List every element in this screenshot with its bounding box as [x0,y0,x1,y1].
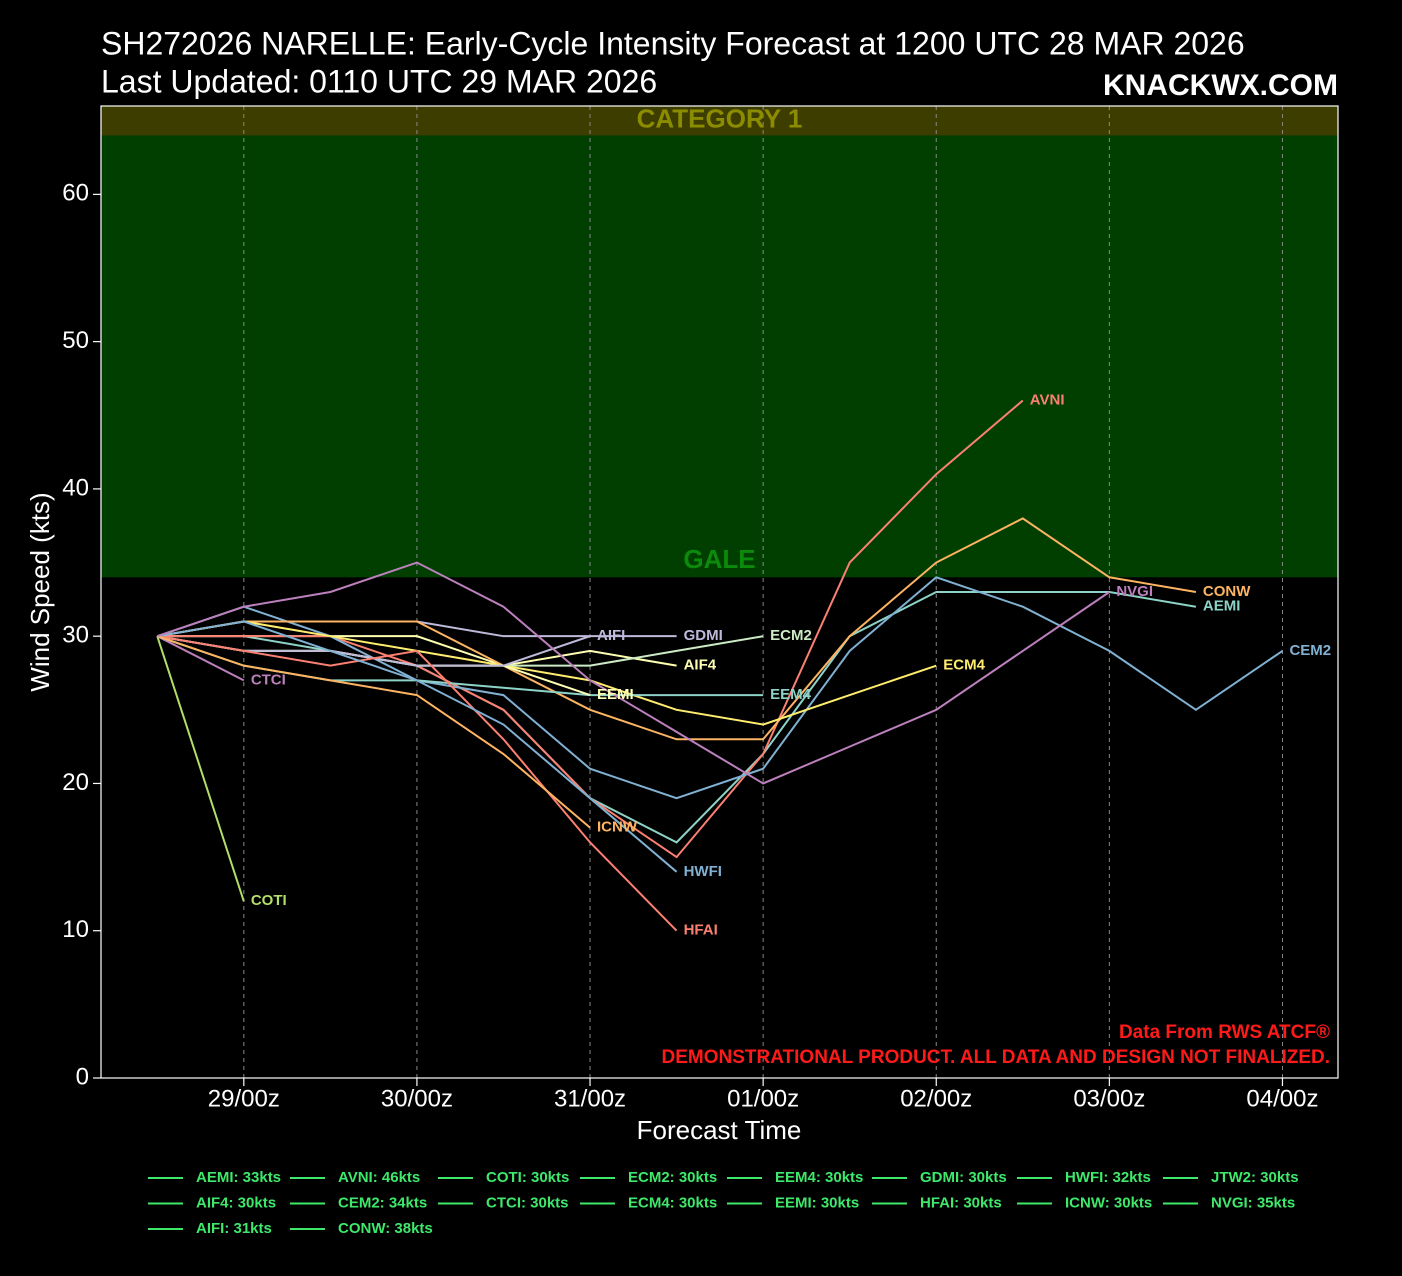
series-end-label: AEMI [1203,598,1241,615]
series-end-label: EEM4 [770,686,812,703]
series-end-label: HFAI [684,922,718,939]
y-tick-label: 50 [62,327,89,354]
y-tick-label: 0 [76,1063,89,1090]
series-line [156,635,591,829]
plot-frame [100,105,1339,1079]
brand: KNACKWX.COM [1103,69,1338,102]
series-end-label: NVGI [1116,583,1153,600]
series-line [157,620,678,873]
series-end-label: CONW [1203,583,1251,600]
x-tick-label: 04/00z [1246,1085,1318,1112]
lines [156,399,1284,932]
x-tick-label: 02/00z [900,1085,972,1112]
legend-label: ECM2: 30kts [628,1169,717,1186]
band-label: GALE [683,544,755,574]
legend-label: CONW: 38kts [338,1220,433,1237]
legend-label: AEMI: 33kts [196,1169,281,1186]
series-end-label: CTCI [251,671,286,688]
series-line [157,620,937,726]
x-tick-label: 03/00z [1073,1085,1145,1112]
series-line [156,635,245,902]
source-note: Data From RWS ATCF® [1119,1022,1330,1043]
band-label: CATEGORY 1 [637,104,803,134]
series-line [156,561,1110,785]
series-end-label: EEMI [597,686,634,703]
y-tick-label: 40 [62,474,89,501]
band [101,106,1338,136]
grid [93,106,1284,1086]
series-line [157,517,1197,741]
series-end-label: CEM2 [1289,642,1331,659]
series-line [156,576,1284,800]
legend-label: AVNI: 46kts [338,1169,420,1186]
series-end-label: ECM2 [770,627,812,644]
series-end-label: GDMI [684,627,723,644]
x-tick-label: 31/00z [554,1085,626,1112]
bands [101,106,1338,578]
y-tick-label: 60 [62,180,89,207]
legend-label: HWFI: 32kts [1065,1169,1151,1186]
disclaimer: DEMONSTRATIONAL PRODUCT. ALL DATA AND DE… [662,1047,1331,1068]
band [101,135,1338,578]
legend-label: GDMI: 30kts [920,1169,1007,1186]
series-end-label: AVNI [1030,392,1065,409]
series-end-label: ECM4 [943,657,985,674]
series-line [157,620,591,638]
legend-label: CEM2: 34kts [338,1194,427,1211]
legend-label: COTI: 30kts [486,1169,569,1186]
x-tick-label: 30/00z [381,1085,453,1112]
series-line [157,635,678,932]
series-end-label: ICNW [597,819,638,836]
y-tick-label: 10 [62,916,89,943]
y-tick-label: 20 [62,769,89,796]
chart-subtitle: Last Updated: 0110 UTC 29 MAR 2026 [101,63,657,99]
y-tick-label: 30 [62,622,89,649]
legend-label: NVGI: 35kts [1211,1194,1295,1211]
legend-label: EEMI: 30kts [775,1194,859,1211]
series-end-label: HWFI [684,863,722,880]
legend-label: HFAI: 30kts [920,1194,1002,1211]
legend-label: ECM4: 30kts [628,1194,717,1211]
chart-title: SH272026 NARELLE: Early-Cycle Intensity … [101,25,1245,61]
legend-label: ICNW: 30kts [1065,1194,1152,1211]
x-tick-label: 01/00z [727,1085,799,1112]
legend-label: AIF4: 30kts [196,1194,276,1211]
series-end-label: AIFI [597,627,625,644]
series-end-label: COTI [251,892,287,909]
series-end-label: AIF4 [684,657,717,674]
series-line [156,635,245,682]
x-tick-label: 29/00z [208,1085,280,1112]
legend-label: AIFI: 31kts [196,1220,272,1237]
legend-label: CTCI: 30kts [486,1194,569,1211]
x-axis-label: Forecast Time [637,1115,802,1145]
y-axis-label: Wind Speed (kts) [25,492,55,691]
legend-label: EEM4: 30kts [775,1169,863,1186]
legend-label: JTW2: 30kts [1211,1169,1299,1186]
